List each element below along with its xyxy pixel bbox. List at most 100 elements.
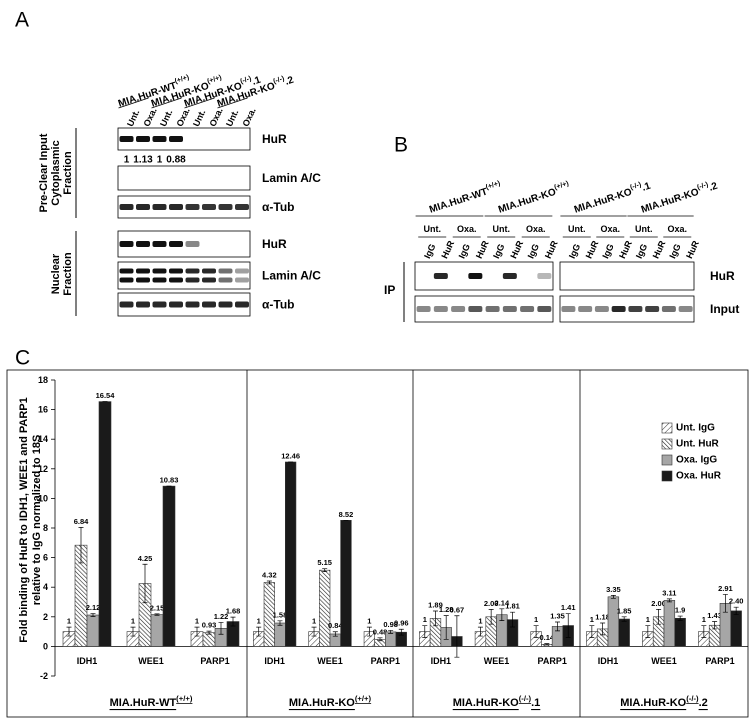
blot-band <box>661 306 676 312</box>
bar <box>663 600 676 647</box>
x-tick-label: IDH1 <box>431 656 452 666</box>
error-bar <box>90 613 96 617</box>
blot-band <box>578 306 593 312</box>
blot-band <box>152 277 167 283</box>
value-label: 2.91 <box>718 584 733 593</box>
value-label: 1 <box>646 615 650 624</box>
bar <box>319 569 331 647</box>
blot-band <box>202 277 216 283</box>
error-bar <box>645 625 651 638</box>
y-tick-label: -2 <box>40 671 48 681</box>
error-bar <box>154 613 160 616</box>
cell-line-header-name: MIA.HuR-KO <box>497 186 558 215</box>
value-label: 0.14 <box>540 633 555 642</box>
treatment-label: Oxa. <box>668 224 688 234</box>
error-bar <box>677 615 683 621</box>
blot-band <box>169 301 183 308</box>
error-bar <box>565 613 571 638</box>
value-label: 1.43 <box>707 611 722 620</box>
value-label: 1 <box>367 617 371 626</box>
error-bar <box>277 620 283 626</box>
group-label-name: MIA.HuR-KO <box>453 697 519 709</box>
value-label: 2.40 <box>729 597 744 606</box>
value-label: 8.52 <box>339 510 354 519</box>
value-label: 0.98 <box>383 620 398 629</box>
blot-band <box>628 306 643 312</box>
cell-line-header-sup: (+/+) <box>485 180 501 191</box>
blot-band <box>502 306 517 312</box>
cell-line-header-sup: (+/+) <box>206 74 222 85</box>
value-label: 1 <box>534 615 538 624</box>
error-bar <box>477 626 483 637</box>
group-label-sup: (+/+) <box>355 694 372 703</box>
cell-line-header-sup: (+/+) <box>174 74 190 85</box>
x-tick-label: WEE1 <box>484 656 510 666</box>
group-label: MIA.HuR-KO(+/+) <box>289 694 372 709</box>
x-tick-label: PARP1 <box>200 656 229 666</box>
x-tick-label: PARP1 <box>705 656 734 666</box>
blot-band <box>202 301 216 308</box>
blot-band <box>119 277 134 283</box>
y-tick-label: 4 <box>43 582 48 592</box>
blot-band <box>169 268 183 274</box>
group-label-sup: (-/-) <box>686 694 699 703</box>
blot-band <box>169 136 183 142</box>
blot-band <box>451 306 466 312</box>
antibody-label: IgG <box>600 242 615 260</box>
x-tick-label: IDH1 <box>77 656 98 666</box>
antibody-label: HuR <box>584 239 601 260</box>
blot-band <box>185 268 200 274</box>
blot-band <box>169 277 183 283</box>
error-bar <box>666 598 672 603</box>
error-bar <box>377 637 383 642</box>
blot-band <box>136 277 150 283</box>
bar <box>202 632 216 647</box>
blot-band <box>611 306 626 312</box>
x-tick-label: WEE1 <box>317 656 343 666</box>
bar <box>150 614 164 647</box>
cell-line-header-suffix: .1 <box>640 180 652 193</box>
blot <box>117 195 251 219</box>
panel-label: B <box>394 134 408 157</box>
antibody-label: HuR <box>508 239 525 260</box>
y-tick-label: 8 <box>43 523 48 533</box>
blot-label: α-Tub <box>262 298 294 312</box>
cell-line-header: MIA.HuR-KO(-/-).2 <box>639 179 719 216</box>
cell-line-header-name: MIA.HuR-WT <box>428 186 489 215</box>
fraction-label: Fraction <box>62 151 74 195</box>
antibody-label: IgG <box>491 242 506 260</box>
blot-band <box>218 268 233 274</box>
blot-band <box>152 301 167 308</box>
blot-band <box>119 268 134 274</box>
y-tick-label: 14 <box>38 434 48 444</box>
cell-line-header-sup: (-/-) <box>272 75 285 85</box>
blot-label: Input <box>710 302 739 316</box>
error-bar <box>510 611 516 628</box>
quantification: 1 <box>157 155 163 166</box>
y-tick-label: 16 <box>38 405 48 415</box>
antibody-label: IgG <box>634 242 649 260</box>
treatment-label: Unt. <box>125 108 141 128</box>
error-bar <box>311 626 317 637</box>
value-label: 2.14 <box>495 598 510 607</box>
legend-label: Oxa. IgG <box>676 455 717 466</box>
treatment-label: Unt. <box>423 224 441 234</box>
error-bar <box>66 626 72 637</box>
error-bar <box>488 609 494 625</box>
group-label: MIA.HuR-KO(-/-).2 <box>620 694 708 709</box>
blot-band <box>185 301 200 308</box>
value-label: 1 <box>702 615 706 624</box>
error-bar <box>256 626 262 637</box>
blot-band <box>235 277 249 283</box>
blot-band <box>119 204 134 210</box>
error-bar <box>610 594 616 599</box>
ip-label: IP <box>384 283 395 297</box>
blot-label: HuR <box>262 132 287 146</box>
legend-swatch <box>661 454 673 466</box>
bar <box>86 614 100 647</box>
value-label: 6.84 <box>74 517 89 526</box>
error-bar <box>589 625 595 638</box>
error-bar <box>432 610 438 627</box>
